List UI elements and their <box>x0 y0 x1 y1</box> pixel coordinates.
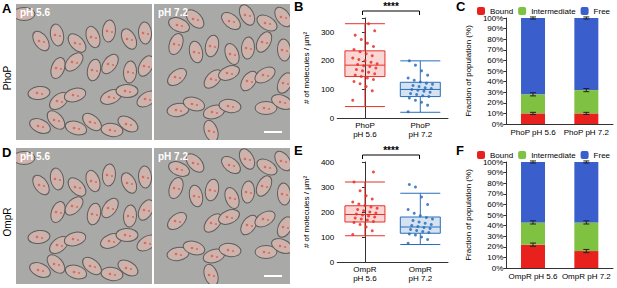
svg-text:300: 300 <box>321 183 335 192</box>
svg-text:PhoP: PhoP <box>2 65 13 90</box>
svg-text:# of molecules / µm²: # of molecules / µm² <box>302 32 311 105</box>
svg-text:60%: 60% <box>487 56 503 65</box>
svg-text:pH 5.6: pH 5.6 <box>20 7 50 18</box>
svg-text:OmpR: OmpR <box>2 208 13 237</box>
svg-text:400: 400 <box>321 158 335 167</box>
svg-text:pH 7.2: pH 7.2 <box>409 130 433 139</box>
svg-text:20%: 20% <box>487 242 503 251</box>
svg-text:100%: 100% <box>482 13 504 23</box>
svg-text:pH 7.2: pH 7.2 <box>409 274 433 283</box>
svg-text:pH 7.2: pH 7.2 <box>158 7 188 18</box>
svg-text:40%: 40% <box>487 77 503 86</box>
svg-text:Fraction of population (%): Fraction of population (%) <box>464 169 473 261</box>
svg-text:pH 5.6: pH 5.6 <box>20 151 50 162</box>
svg-text:Intermediate: Intermediate <box>531 7 576 16</box>
svg-text:pH 5.6: pH 5.6 <box>353 274 377 283</box>
svg-text:80%: 80% <box>487 179 503 188</box>
svg-text:OmpR pH 5.6: OmpR pH 5.6 <box>509 272 558 281</box>
svg-text:pH 5.6: pH 5.6 <box>353 130 377 139</box>
svg-text:200: 200 <box>321 208 335 217</box>
svg-text:# of molecules / µm²: # of molecules / µm² <box>302 176 311 249</box>
svg-text:PhoP pH 5.6: PhoP pH 5.6 <box>510 128 556 137</box>
svg-text:D: D <box>2 145 11 160</box>
svg-text:200: 200 <box>321 56 335 65</box>
svg-text:10%: 10% <box>487 109 503 118</box>
svg-text:80%: 80% <box>487 35 503 44</box>
svg-text:Free: Free <box>594 7 611 16</box>
svg-text:100: 100 <box>321 85 335 94</box>
svg-text:90%: 90% <box>487 24 503 33</box>
svg-text:300: 300 <box>321 28 335 37</box>
svg-text:E: E <box>294 144 303 158</box>
svg-text:40%: 40% <box>487 221 503 230</box>
svg-text:OmpR pH 7.2: OmpR pH 7.2 <box>562 272 611 281</box>
svg-text:0: 0 <box>330 114 335 123</box>
svg-text:OmpR: OmpR <box>353 265 376 274</box>
svg-text:20%: 20% <box>487 98 503 107</box>
svg-text:70%: 70% <box>487 45 503 54</box>
svg-text:Bound: Bound <box>490 151 513 160</box>
svg-text:60%: 60% <box>487 200 503 209</box>
svg-text:B: B <box>294 0 303 14</box>
svg-text:Fraction of population (%): Fraction of population (%) <box>464 25 473 117</box>
svg-text:0: 0 <box>330 258 335 267</box>
svg-text:A: A <box>2 1 12 16</box>
svg-text:90%: 90% <box>487 168 503 177</box>
svg-text:10%: 10% <box>487 253 503 262</box>
svg-text:30%: 30% <box>487 232 503 241</box>
svg-text:F: F <box>456 144 464 158</box>
svg-text:50%: 50% <box>487 67 503 76</box>
svg-text:100: 100 <box>321 233 335 242</box>
svg-text:0%: 0% <box>492 264 504 273</box>
svg-text:70%: 70% <box>487 189 503 198</box>
svg-text:PhoP pH 7.2: PhoP pH 7.2 <box>564 128 610 137</box>
svg-text:Free: Free <box>594 151 611 160</box>
svg-text:50%: 50% <box>487 211 503 220</box>
svg-text:PhoP: PhoP <box>355 121 375 130</box>
svg-text:30%: 30% <box>487 88 503 97</box>
svg-text:pH 7.2: pH 7.2 <box>158 151 188 162</box>
svg-text:Bound: Bound <box>490 7 513 16</box>
svg-text:OmpR: OmpR <box>409 265 432 274</box>
svg-text:C: C <box>456 0 466 14</box>
svg-text:0%: 0% <box>492 120 504 129</box>
svg-text:100%: 100% <box>482 157 504 167</box>
svg-text:PhoP: PhoP <box>411 121 431 130</box>
svg-text:****: **** <box>383 145 399 156</box>
svg-text:Intermediate: Intermediate <box>531 151 576 160</box>
svg-text:****: **** <box>383 1 399 12</box>
